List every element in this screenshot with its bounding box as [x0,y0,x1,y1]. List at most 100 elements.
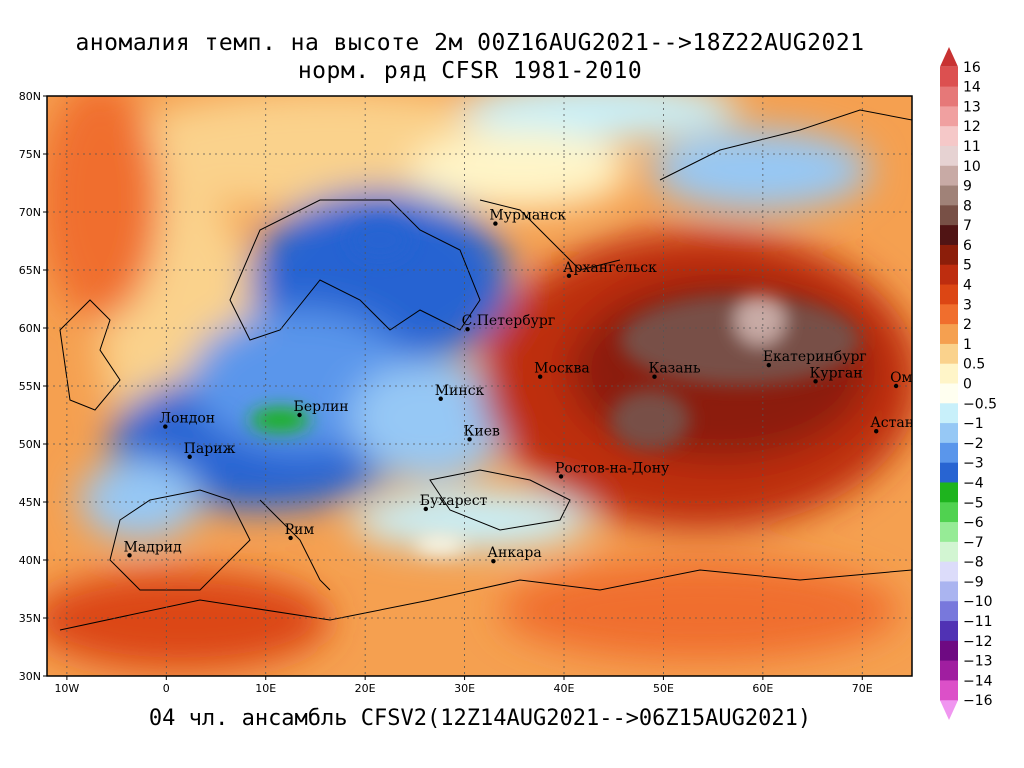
colorbar-label: 14 [963,80,981,96]
colorbar-label: −4 [963,475,984,491]
colorbar-label: −8 [963,555,984,571]
colorbar-label: 10 [963,159,981,175]
colorbar-swatch [940,165,958,187]
colorbar-swatch [940,324,958,345]
lat-tick-label: 80N [19,90,41,103]
city-label: Екатеринбург [763,349,867,365]
lon-tick-label: 40E [554,682,575,695]
lon-tick-label: 30E [454,682,475,695]
city-label: Киев [464,423,500,439]
colorbar-label: −11 [963,614,993,630]
colorbar-swatch [940,205,958,226]
lon-tick-label: 0 [163,682,170,695]
colorbar-label: −14 [963,673,993,689]
lon-tick-label: 10E [255,682,276,695]
colorbar-label: 13 [963,99,981,115]
city-label: Анкара [487,545,541,561]
colorbar-swatch [940,66,958,88]
colorbar-legend: 16 14 13 12 11 10 9 8 7 6 5 4 3 2 1 0.5 0 −0.5 −1 −2 −3 −4 −5 −… [940,47,997,720]
colorbar-bottom-arrow [940,700,958,720]
city-dot [493,221,498,226]
city-dot [491,558,496,564]
city-label: Казань [648,361,700,377]
colorbar-label: 7 [963,218,972,234]
colorbar-label: −0.5 [963,396,997,412]
city-label: Москва [534,361,590,377]
colorbar-label: −7 [963,535,984,551]
colorbar-swatch [940,86,958,107]
colorbar-swatch [940,601,958,622]
colorbar-swatch [940,561,958,582]
colorbar-label: −6 [963,515,984,531]
city-label: Бухарест [420,493,488,509]
lat-tick-label: 75N [19,148,41,161]
city-label: Париж [184,441,236,457]
colorbar-swatch [940,442,958,464]
city-label: Астана [870,415,922,431]
city-dot [652,374,657,379]
colorbar-label: −9 [963,574,984,590]
colorbar-swatch [940,106,958,127]
city-label: Минск [435,383,485,399]
colorbar-label: 2 [963,317,972,333]
city-label: С.Петербург [462,313,556,329]
colorbar-top-arrow [940,47,958,67]
city-dot [288,535,293,541]
city-dot [187,454,192,459]
lat-tick-label: 60N [19,322,41,335]
city-dot [766,362,772,368]
longitude-axis: 10W 0 10E 20E 30E 40E 50E 60E 70E [54,676,873,695]
colorbar-label: 3 [963,297,972,313]
city-label: Ростов-на-Дону [555,460,670,476]
latitude-axis: 80N 75N 70N 65N 60N 55N 50N 45N 40N 35N 30N [19,90,47,683]
colorbar-label: 9 [963,179,972,195]
colorbar-label: 11 [963,139,981,155]
map-title: аномалия темп. на высоте 2м 00Z16AUG2021… [75,30,865,56]
colorbar-label: 0.5 [963,357,985,373]
lon-tick-label: 60E [752,682,773,695]
colorbar-swatch [940,225,958,246]
city-dot [813,379,818,384]
ensemble-info: 04 чл. ансамбль CFSV2(12Z14AUG2021-->06Z… [148,706,812,731]
colorbar-swatch [940,482,958,503]
colorbar-swatch [940,145,958,167]
colorbar-swatch [940,264,958,286]
colorbar-swatch [940,304,958,325]
colorbar-label: 8 [963,198,972,214]
city-label: Мадрид [124,539,183,555]
colorbar-swatch [940,343,958,365]
colorbar-swatch [940,126,958,147]
colorbar-swatch [940,383,958,404]
colorbar-label: −10 [963,594,993,610]
colorbar-label: 16 [963,60,981,76]
city-label: Берлин [294,399,349,415]
colorbar-swatch [940,403,958,424]
colorbar-label: −5 [963,495,984,511]
lat-lon-grid [47,96,912,676]
colorbar-label: 5 [963,258,972,274]
city-dot [127,553,132,558]
city-label: Рим [285,522,315,538]
colorbar-swatch [940,541,958,563]
city-dot [566,273,572,278]
lon-tick-label: 10W [54,682,79,695]
colorbar-label: −16 [963,693,993,709]
colorbar-swatch [940,244,958,266]
colorbar-label: −12 [963,634,993,650]
city-label: Курган [810,365,863,381]
lat-tick-label: 50N [19,438,41,451]
lat-tick-label: 30N [19,670,41,683]
city-label: Лондон [159,411,215,427]
colorbar-label: 4 [963,278,972,294]
city-dot [558,474,564,479]
city-dot [893,383,899,389]
city-dot [465,326,470,332]
colorbar-swatch [940,581,958,602]
city-dot [438,396,443,401]
colorbar-swatch [940,660,958,681]
colorbar-swatch [940,423,958,444]
city-dot [423,506,429,512]
colorbar-label: −2 [963,436,984,452]
colorbar-label: −13 [963,654,993,670]
